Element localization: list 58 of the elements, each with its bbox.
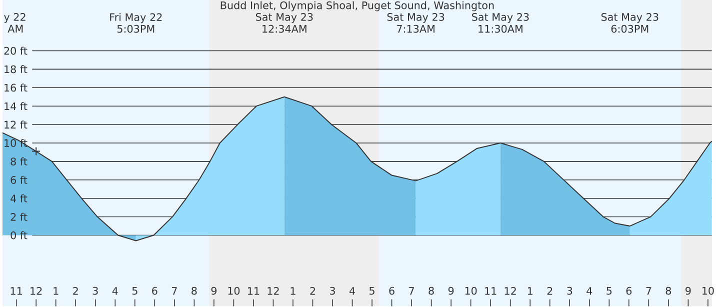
chart-title: Budd Inlet, Olympia Shoal, Puget Sound, Washington bbox=[220, 1, 494, 12]
annotation: 12:34AM bbox=[262, 25, 306, 33]
x-tick-label: 7 bbox=[409, 287, 414, 295]
y-tick-label: 18 ft bbox=[4, 65, 28, 74]
x-tick-label: 9 bbox=[211, 287, 217, 295]
x-tick-label: 12 bbox=[30, 287, 42, 295]
x-tick-label: 9 bbox=[686, 287, 691, 295]
x-tick-label: 3 bbox=[567, 287, 572, 295]
y-tick-label: 20 ft bbox=[4, 46, 28, 55]
x-tick-label: 4 bbox=[349, 287, 355, 295]
x-tick-label: 12 bbox=[268, 287, 279, 295]
x-tick-label: 11 bbox=[248, 287, 260, 295]
annotation: 5:03PM bbox=[117, 25, 154, 33]
x-tick-label: 3 bbox=[330, 287, 335, 295]
x-tick-label: 1 bbox=[528, 287, 532, 295]
x-tick-label: 8 bbox=[192, 287, 197, 295]
x-tick-label: 11 bbox=[10, 287, 22, 295]
annotation: Sat May 23 bbox=[256, 13, 313, 24]
x-tick-label: 11 bbox=[485, 287, 496, 295]
x-tick-label: 2 bbox=[547, 287, 552, 295]
x-tick-label: 4 bbox=[586, 287, 592, 295]
x-tick-label: 1 bbox=[54, 287, 58, 295]
y-tick-label: 2 ft bbox=[10, 213, 28, 221]
x-tick-label: 6 bbox=[389, 287, 394, 295]
y-tick-label: 14 ft bbox=[4, 102, 28, 110]
annotation: 6:03PM bbox=[611, 25, 648, 33]
y-tick-label: 4 ft bbox=[10, 194, 28, 202]
x-tick-label: 5 bbox=[606, 287, 612, 295]
x-tick-label: 3 bbox=[92, 287, 98, 295]
annotation: 11:30AM bbox=[478, 25, 522, 33]
x-tick-label: 7 bbox=[646, 287, 652, 295]
x-tick-label: 5 bbox=[132, 287, 138, 295]
y-tick-label: 6 ft bbox=[10, 176, 28, 184]
y-tick-label: 12 ft bbox=[4, 120, 28, 129]
x-tick-label: 12 bbox=[504, 287, 516, 295]
x-tick-label: 4 bbox=[112, 287, 118, 295]
x-tick-label: 1 bbox=[290, 287, 296, 295]
y-tick-label: 16 ft bbox=[4, 84, 28, 92]
x-tick-label: 5 bbox=[370, 287, 374, 295]
x-tick-label: 7 bbox=[172, 287, 177, 295]
annotation: Sat May 23 bbox=[601, 13, 658, 24]
x-tick-label: 8 bbox=[666, 287, 672, 295]
annotation: Sat May 23 bbox=[387, 13, 444, 24]
x-tick-label: 8 bbox=[428, 287, 434, 295]
x-tick-label: 9 bbox=[448, 287, 454, 295]
annotation: AM bbox=[8, 25, 23, 33]
annotation: Sat May 23 bbox=[472, 13, 529, 24]
annotation: y 22 bbox=[4, 13, 26, 24]
x-tick-label: 6 bbox=[152, 287, 158, 295]
x-tick-label: 10 bbox=[228, 287, 240, 295]
annotation: Fri May 22 bbox=[110, 13, 162, 24]
x-tick-label: 10 bbox=[702, 287, 714, 295]
annotation: 7:13AM bbox=[397, 25, 434, 33]
x-tick-label: 2 bbox=[310, 287, 316, 295]
x-tick-label: 2 bbox=[73, 287, 78, 295]
y-tick-label: 8 ft bbox=[10, 158, 28, 166]
x-tick-label: 10 bbox=[465, 287, 477, 295]
x-tick-label: 6 bbox=[626, 287, 632, 295]
